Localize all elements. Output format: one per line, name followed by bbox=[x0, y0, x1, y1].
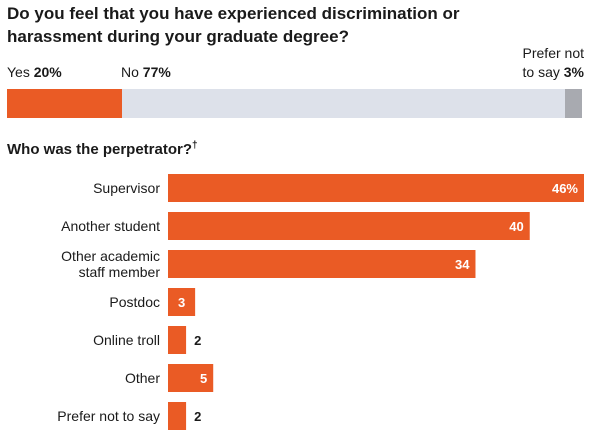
category-label-postdoc: Postdoc bbox=[109, 294, 160, 310]
legend-prefer-value: 3% bbox=[563, 64, 584, 80]
value-label-another-student: 40 bbox=[509, 219, 523, 234]
value-label-postdoc: 3 bbox=[178, 295, 185, 310]
value-label-other-academic-staff-member: 34 bbox=[455, 257, 470, 272]
legend-prefer-line1: Prefer not bbox=[522, 45, 584, 61]
legend-no-name: No bbox=[121, 64, 139, 80]
legend-prefer-line2: to say bbox=[522, 64, 560, 80]
stacked-segment-no bbox=[122, 89, 565, 118]
bar-other bbox=[168, 364, 214, 392]
bar-prefer-not-to-say bbox=[168, 402, 187, 430]
chart-title: Do you feel that you have experienced di… bbox=[7, 4, 460, 46]
bar-another-student bbox=[168, 212, 530, 240]
stacked-bar bbox=[7, 89, 582, 118]
category-label-online-troll: Online troll bbox=[93, 332, 160, 348]
category-label-prefer-not-to-say: Prefer not to say bbox=[57, 408, 160, 424]
legend-no-value: 77% bbox=[142, 64, 171, 80]
perpetrator-subtitle-text: Who was the perpetrator? bbox=[7, 141, 193, 158]
dagger-mark: † bbox=[192, 140, 198, 151]
value-label-prefer-not-to-say: 2 bbox=[194, 409, 201, 424]
stacked-segment-prefer-not bbox=[564, 89, 582, 118]
perpetrator-subtitle: Who was the perpetrator?† bbox=[7, 136, 198, 160]
bar-postdoc bbox=[168, 288, 196, 316]
bar-other-academic-staff-member bbox=[168, 250, 476, 278]
legend-prefer-not: Prefer not to say 3% bbox=[494, 44, 584, 82]
value-label-online-troll: 2 bbox=[194, 333, 201, 348]
legend-yes-value: 20% bbox=[33, 64, 62, 80]
category-label-supervisor: Supervisor bbox=[93, 180, 160, 196]
legend-yes: Yes 20% bbox=[7, 63, 62, 81]
legend-no: No 77% bbox=[121, 63, 171, 81]
category-label-another-student: Another student bbox=[61, 218, 160, 234]
value-label-other: 5 bbox=[200, 371, 207, 386]
category-label-other: Other bbox=[125, 370, 160, 386]
value-label-supervisor: 46% bbox=[552, 181, 578, 196]
legend-yes-name: Yes bbox=[7, 64, 30, 80]
bar-supervisor bbox=[168, 174, 584, 202]
category-label-other-academic-staff-member: Other academic staff member bbox=[61, 248, 160, 280]
bar-online-troll bbox=[168, 326, 187, 354]
stacked-segment-yes bbox=[7, 89, 122, 118]
